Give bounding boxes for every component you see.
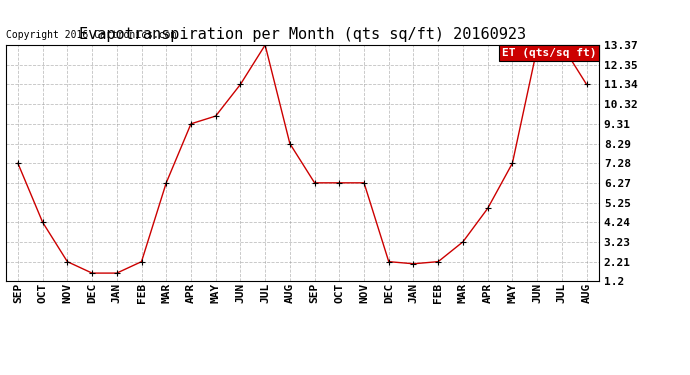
Text: Copyright 2016 Cartronics.com: Copyright 2016 Cartronics.com [6, 30, 176, 40]
Title: Evapotranspiration per Month (qts sq/ft) 20160923: Evapotranspiration per Month (qts sq/ft)… [79, 27, 526, 42]
Text: ET (qts/sq ft): ET (qts/sq ft) [502, 48, 596, 58]
